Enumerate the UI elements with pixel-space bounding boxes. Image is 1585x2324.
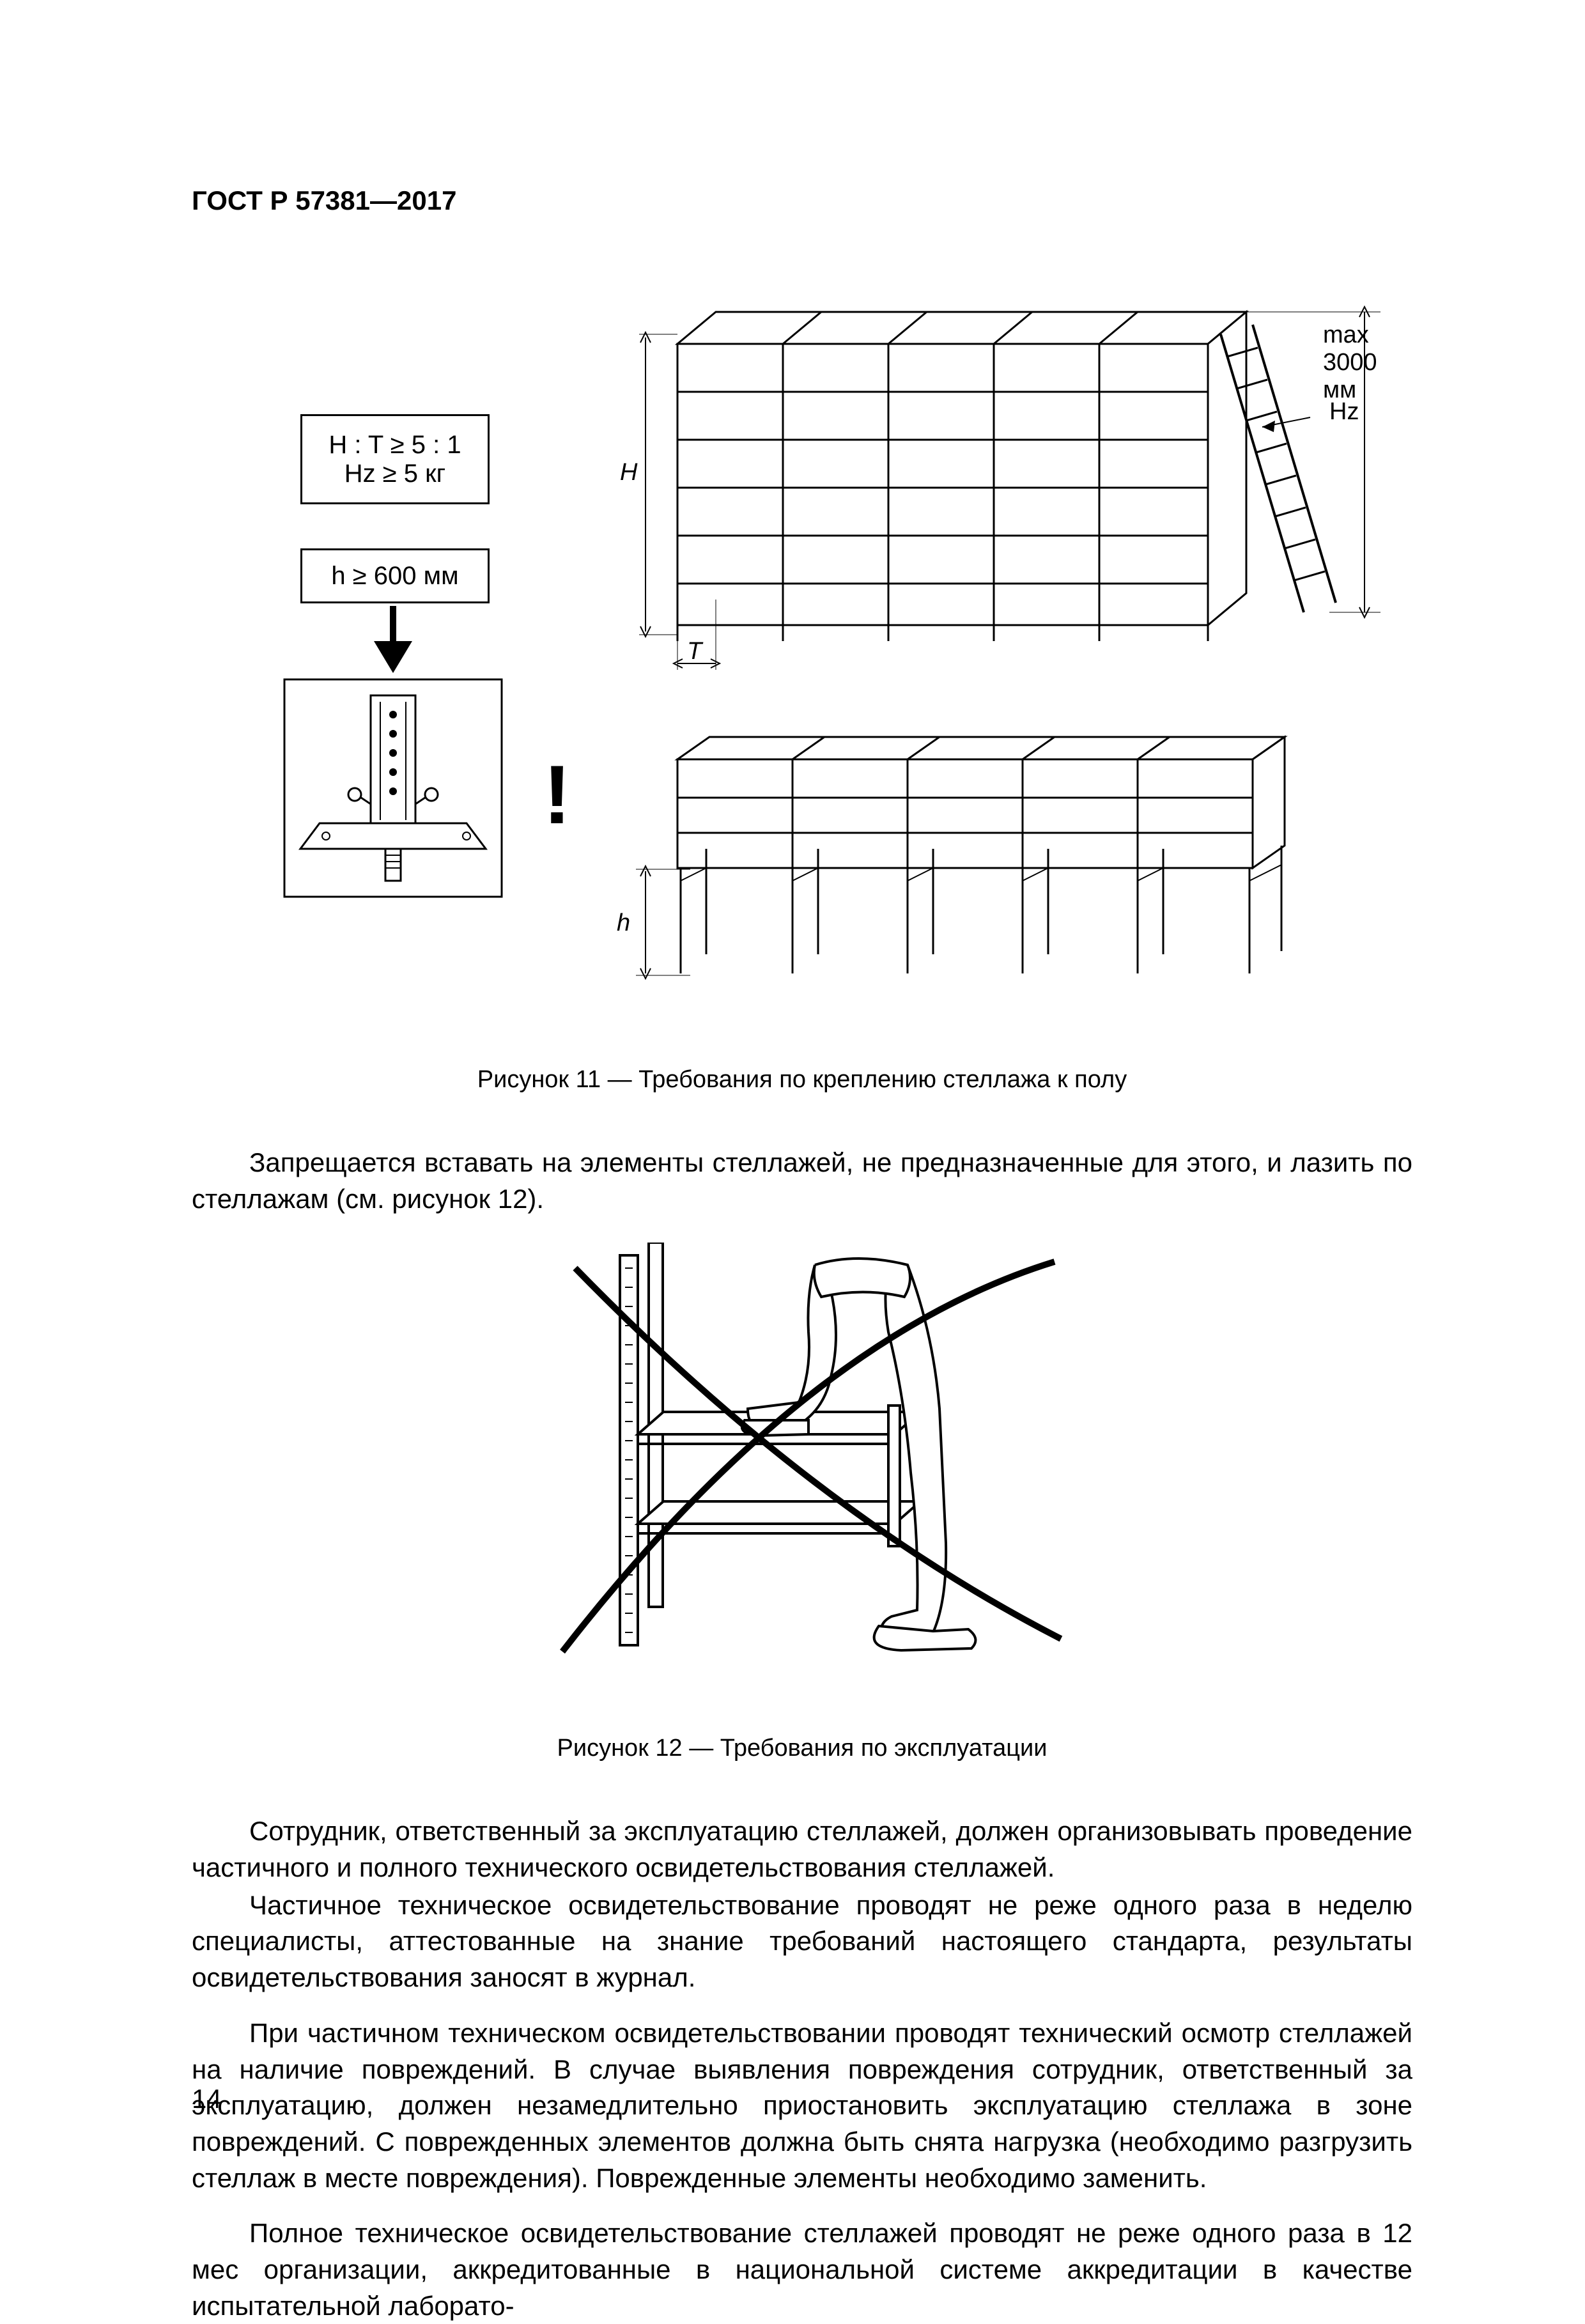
standard-code: ГОСТ Р 57381—2017 bbox=[192, 185, 1412, 216]
h-box: h ≥ 600 мм bbox=[300, 548, 490, 603]
h-lower-label: h bbox=[617, 910, 630, 937]
ratio-box: H : T ≥ 5 : 1 Hz ≥ 5 кг bbox=[300, 414, 490, 504]
para-block-2: Сотрудник, ответственный за эксплуатацию… bbox=[192, 1813, 1412, 1995]
figure-12 bbox=[192, 1243, 1412, 1703]
tall-shelving-drawing bbox=[614, 286, 1412, 683]
para-block-3: При частичном техническом освидетельство… bbox=[192, 2015, 1412, 2196]
page: ГОСТ Р 57381—2017 H : T ≥ 5 : 1 Hz ≥ 5 к… bbox=[0, 0, 1585, 2242]
paragraph-1: Запрещается вставать на элементы стеллаж… bbox=[192, 1145, 1412, 1217]
paragraph-3: Частичное техническое освидетельствовани… bbox=[192, 1887, 1412, 1996]
footer-detail-drawing bbox=[281, 676, 505, 900]
paragraph-4: При частичном техническом освидетельство… bbox=[192, 2015, 1412, 2196]
page-number: 14 bbox=[192, 2084, 222, 2114]
ratio-line2: Hz ≥ 5 кг bbox=[344, 460, 446, 488]
paragraph-5: Полное техническое освидетельствование с… bbox=[192, 2215, 1412, 2324]
figure-11: H : T ≥ 5 : 1 Hz ≥ 5 кг h ≥ 600 мм bbox=[192, 274, 1412, 1034]
figure-11-caption: Рисунок 11 — Требования по креплению сте… bbox=[192, 1066, 1412, 1094]
h-upper-label: H bbox=[620, 459, 637, 486]
para-1-block: Запрещается вставать на элементы стеллаж… bbox=[192, 1145, 1412, 1217]
climbing-prohibited-drawing bbox=[524, 1243, 1099, 1703]
para-block-4: Полное техническое освидетельствование с… bbox=[192, 2215, 1412, 2324]
short-shelving-drawing bbox=[614, 721, 1317, 1002]
ratio-line1: H : T ≥ 5 : 1 bbox=[329, 431, 461, 460]
exclamation-mark: ! bbox=[543, 747, 571, 842]
figure-12-caption: Рисунок 12 — Требования по эксплуатации bbox=[192, 1735, 1412, 1762]
h-box-text: h ≥ 600 мм bbox=[331, 562, 458, 591]
paragraph-2: Сотрудник, ответственный за эксплуатацию… bbox=[192, 1813, 1412, 1886]
max-label: max 3000 мм bbox=[1323, 321, 1412, 404]
arrow-down-icon bbox=[367, 606, 419, 673]
t-label: T bbox=[687, 638, 702, 665]
